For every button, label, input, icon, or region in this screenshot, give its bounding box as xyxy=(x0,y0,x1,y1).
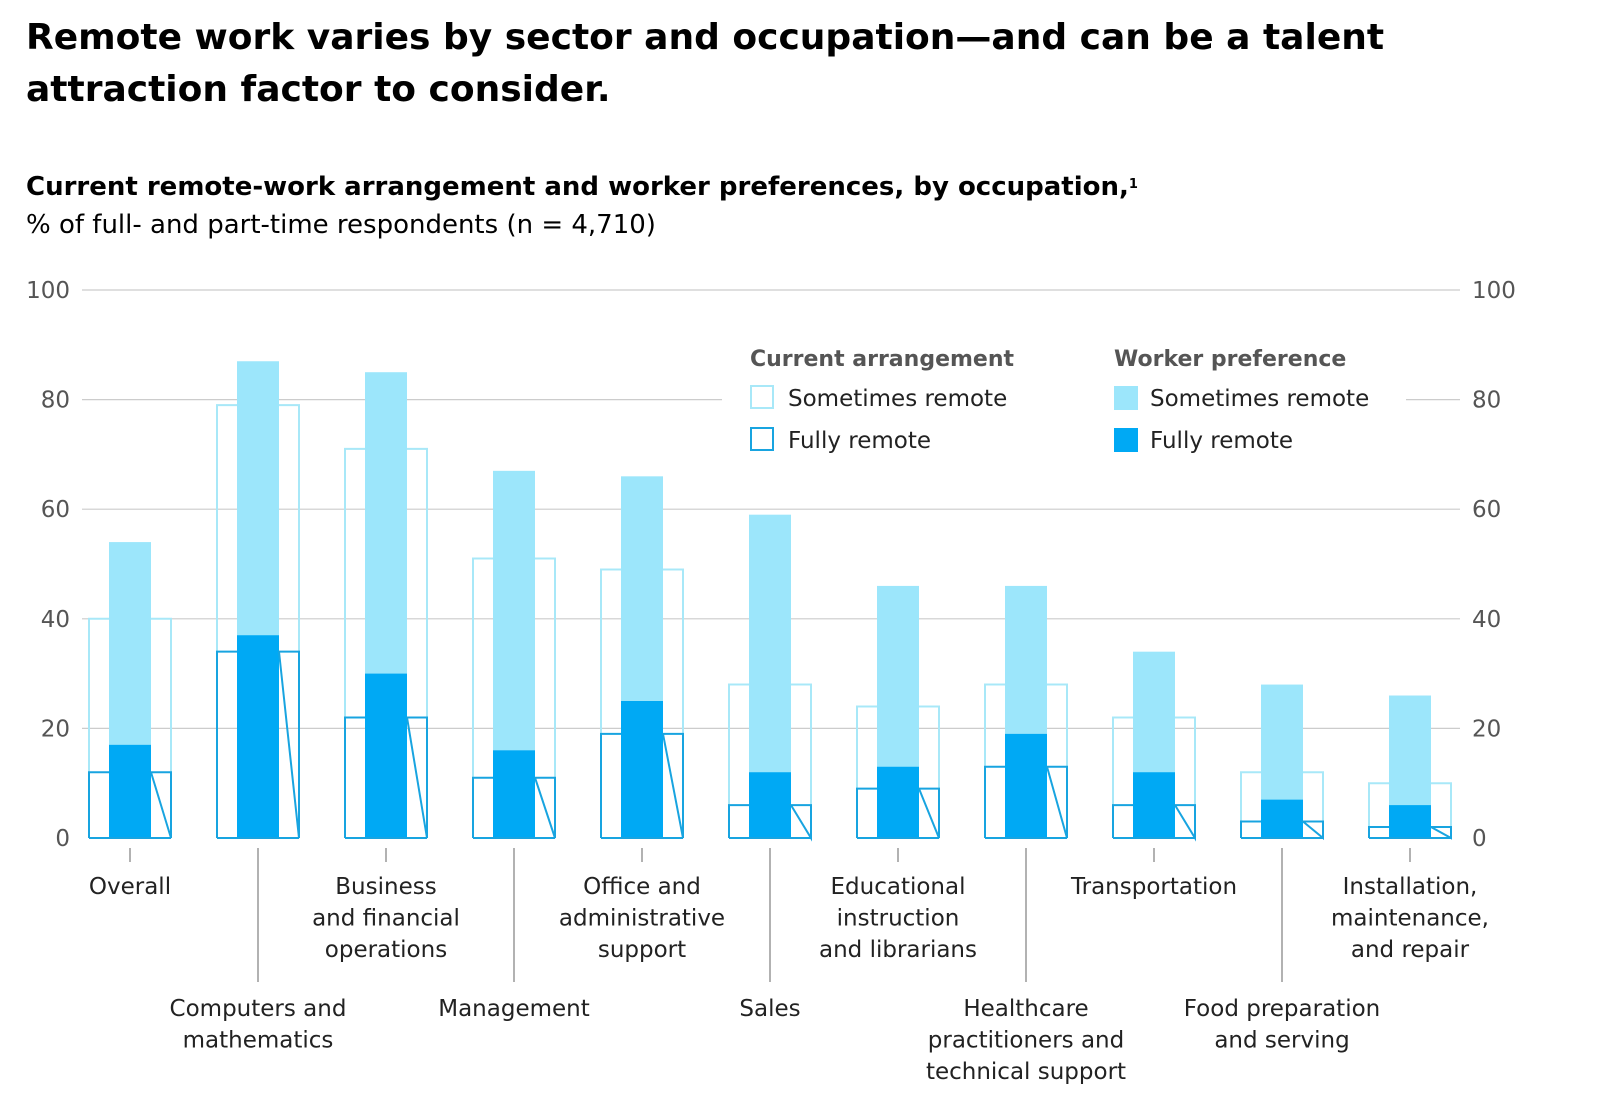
headline: Remote work varies by sector and occupat… xyxy=(26,17,1385,110)
outline-current-sometimes xyxy=(1368,782,1452,838)
chart-title: Current remote-work arrangement and work… xyxy=(26,172,1138,202)
category-label: administrative xyxy=(559,906,725,932)
legend-background xyxy=(722,334,1406,474)
chart-subtitle: % of full- and part-time respondents (n … xyxy=(26,210,656,240)
legend-preference-sometimes-swatch xyxy=(1114,386,1138,410)
category-label: Management xyxy=(438,996,590,1022)
category-label: Office and xyxy=(583,874,701,900)
category-label: mathematics xyxy=(183,1028,334,1054)
category-label: Computers and xyxy=(170,996,347,1022)
outline-current-fully xyxy=(472,776,556,839)
category-label: support xyxy=(598,937,686,963)
y-tick-right-80: 80 xyxy=(1472,388,1501,414)
outline-current-sometimes xyxy=(1240,771,1324,838)
bar-preference-fully xyxy=(621,701,663,838)
bars xyxy=(88,361,1452,842)
category-label: Overall xyxy=(89,874,171,900)
x-axis-categories: Overall Computers and mathematics Business a… xyxy=(89,848,1489,1085)
bar-preference-fully xyxy=(109,744,151,838)
y-tick-left-80: 80 xyxy=(41,388,70,414)
y-tick-right-20: 20 xyxy=(1472,716,1501,742)
y-tick-left-0: 0 xyxy=(55,826,70,852)
outline-current-sometimes xyxy=(728,683,812,838)
outline-current-sometimes xyxy=(472,557,556,838)
legend-current-title: Current arrangement xyxy=(750,347,1014,372)
category-label: Healthcare xyxy=(963,996,1088,1022)
bar-preference-fully xyxy=(365,673,407,838)
outline-current-fully xyxy=(88,771,172,839)
bar-preference-fully xyxy=(237,635,279,838)
bar-preference-fully xyxy=(1133,772,1175,838)
outline-current-fully xyxy=(600,732,684,839)
legend-current-sometimes-label: Sometimes remote xyxy=(788,386,1007,412)
legend-current-fully-label: Fully remote xyxy=(788,428,931,454)
legend-preference-sometimes-label: Sometimes remote xyxy=(1150,386,1369,412)
legend-current-fully-swatch xyxy=(750,427,774,451)
outline-current-fully xyxy=(1368,826,1452,840)
bar-preference-fully xyxy=(1261,799,1303,838)
category-label: operations xyxy=(325,937,447,963)
footnote-marker: 1 xyxy=(1128,177,1138,192)
legend: Current arrangement Sometimes remote Ful… xyxy=(722,334,1406,474)
category-label: Food preparation xyxy=(1184,996,1380,1022)
category-label: and financial xyxy=(312,906,460,932)
y-tick-left-20: 20 xyxy=(41,716,70,742)
outline-current-fully xyxy=(856,787,940,839)
outline-current-sometimes xyxy=(88,617,172,838)
category-label: instruction xyxy=(837,906,960,932)
outline-current-fully xyxy=(1240,820,1324,841)
outline-current-sometimes xyxy=(1112,716,1196,838)
legend-preference-fully-swatch xyxy=(1114,428,1138,452)
category-label: Educational xyxy=(831,874,966,900)
legend-preference-title: Worker preference xyxy=(1114,347,1346,372)
y-tick-left-60: 60 xyxy=(41,497,70,523)
bar-preference-fully xyxy=(493,750,535,838)
category-label: maintenance, xyxy=(1331,906,1489,932)
category-label: Business xyxy=(335,874,436,900)
bar-preference-fully xyxy=(1005,733,1047,838)
category-label: Installation, xyxy=(1343,874,1478,900)
outline-current-fully xyxy=(344,716,428,839)
y-tick-left-40: 40 xyxy=(41,607,70,633)
y-tick-right-100: 100 xyxy=(1472,278,1516,304)
outline-current-fully xyxy=(984,765,1068,839)
category-label: and librarians xyxy=(819,937,977,963)
category-label: Sales xyxy=(739,996,800,1022)
y-tick-left-100: 100 xyxy=(26,278,70,304)
y-axis-ticks: 0 0 20 20 40 40 60 60 80 80 100 100 xyxy=(26,278,1516,852)
outline-current-fully xyxy=(1112,804,1196,842)
y-tick-right-60: 60 xyxy=(1472,497,1501,523)
category-label: and serving xyxy=(1214,1028,1349,1054)
legend-preference-fully-label: Fully remote xyxy=(1150,428,1293,454)
category-label: technical support xyxy=(926,1059,1126,1085)
category-label: practitioners and xyxy=(928,1028,1124,1054)
legend-current-sometimes-swatch xyxy=(750,385,774,409)
bar-preference-fully xyxy=(1389,805,1431,838)
y-tick-right-40: 40 xyxy=(1472,607,1501,633)
category-label: Transportation xyxy=(1070,874,1237,900)
bar-preference-fully xyxy=(877,766,919,838)
bar-preference-fully xyxy=(749,772,791,838)
y-tick-right-0: 0 xyxy=(1472,826,1487,852)
outline-current-sometimes xyxy=(344,447,428,838)
outline-current-fully xyxy=(728,804,812,842)
outline-current-fully xyxy=(216,650,300,839)
category-label: and repair xyxy=(1351,937,1470,963)
